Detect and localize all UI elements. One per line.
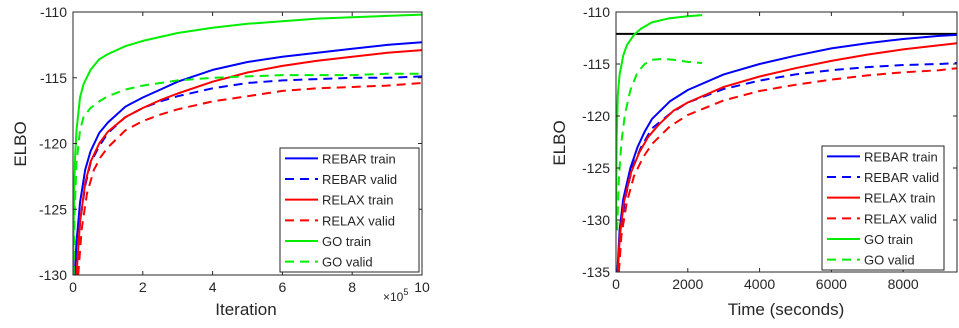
x-axis-label: Iteration [215, 300, 276, 319]
x-axis-multiplier: ×105 [383, 287, 408, 304]
x-tick-label: 10 [414, 279, 430, 295]
x-tick-label: 8000 [888, 276, 919, 292]
legend-box [279, 147, 420, 273]
legend-label: GO valid [864, 253, 915, 268]
x-tick-label: 0 [69, 279, 77, 295]
series-line-rebar-train [73, 41, 422, 275]
x-tick-label: 2000 [672, 276, 703, 292]
series-line-relax-train [75, 49, 422, 275]
legend-label: RELAX train [864, 191, 936, 206]
x-multiplier-exponent: 5 [403, 287, 408, 297]
x-tick-label: 2 [139, 279, 147, 295]
legend-label: REBAR train [864, 149, 938, 164]
y-tick-label: -130 [39, 267, 67, 283]
series-line-go-valid [73, 72, 422, 275]
series-layer [73, 13, 422, 275]
x-tick-label: 0 [612, 276, 620, 292]
series-line-go-train [73, 13, 422, 275]
series-line-relax-valid [617, 67, 957, 272]
legend-box [821, 145, 945, 271]
legend-label: RELAX train [322, 193, 394, 208]
y-tick-label: -125 [39, 201, 67, 217]
left-chart-iteration: 0 2 4 6 8 10 -130 -125 -120 -115 -110 Iteration EL… [11, 4, 430, 319]
y-tick-label: -110 [40, 4, 67, 20]
x-tick-label: 6 [279, 279, 287, 295]
legend-label: GO train [322, 234, 371, 249]
legend-label: REBAR valid [322, 172, 397, 187]
series-line-relax-valid [77, 82, 422, 275]
legend: REBAR train REBAR valid RELAX train RELAX v… [279, 147, 420, 273]
legend-label: GO train [864, 232, 913, 247]
series-line-relax-train [616, 42, 957, 272]
y-axis-label: ELBO [550, 120, 569, 165]
right-chart-time: 0 2000 4000 6000 8000 -135 -130 -125 -120 -115 -11… [550, 4, 958, 319]
x-tick-label: 4 [209, 279, 217, 295]
y-tick-label: -120 [582, 108, 610, 124]
y-axis-label: ELBO [11, 121, 30, 166]
series-line-go-valid [616, 57, 703, 231]
x-axis-label: Time (seconds) [728, 300, 845, 319]
legend-label: GO valid [322, 255, 373, 270]
x-tick-label: 8 [348, 279, 356, 295]
y-tick-label: -115 [583, 56, 610, 72]
x-tick-label: 6000 [816, 276, 847, 292]
legend-label: REBAR valid [864, 170, 939, 185]
axes-box [615, 11, 958, 273]
y-tick-label: -130 [582, 212, 610, 228]
legend-label: RELAX valid [322, 213, 395, 228]
legend-label: REBAR train [322, 151, 396, 166]
series-line-rebar-train [616, 33, 957, 272]
y-tick-label: -125 [582, 160, 610, 176]
ticks-layer: 0 2 4 6 8 10 -130 -125 -120 -115 -110 [39, 4, 430, 295]
x-multiplier-base: ×10 [383, 290, 404, 304]
y-tick-label: -120 [39, 136, 67, 152]
y-tick-label: -115 [40, 70, 67, 86]
x-tick-label: 4000 [744, 276, 775, 292]
legend: REBAR train REBAR valid RELAX train RELAX v… [821, 145, 945, 271]
y-tick-label: -110 [583, 4, 610, 20]
ticks-layer: 0 2000 4000 6000 8000 -135 -130 -125 -120 -115 -11… [582, 4, 957, 292]
legend-label: RELAX valid [864, 211, 937, 226]
series-line-go-train [616, 14, 703, 231]
y-tick-label: -135 [582, 264, 610, 280]
series-layer [616, 14, 957, 272]
